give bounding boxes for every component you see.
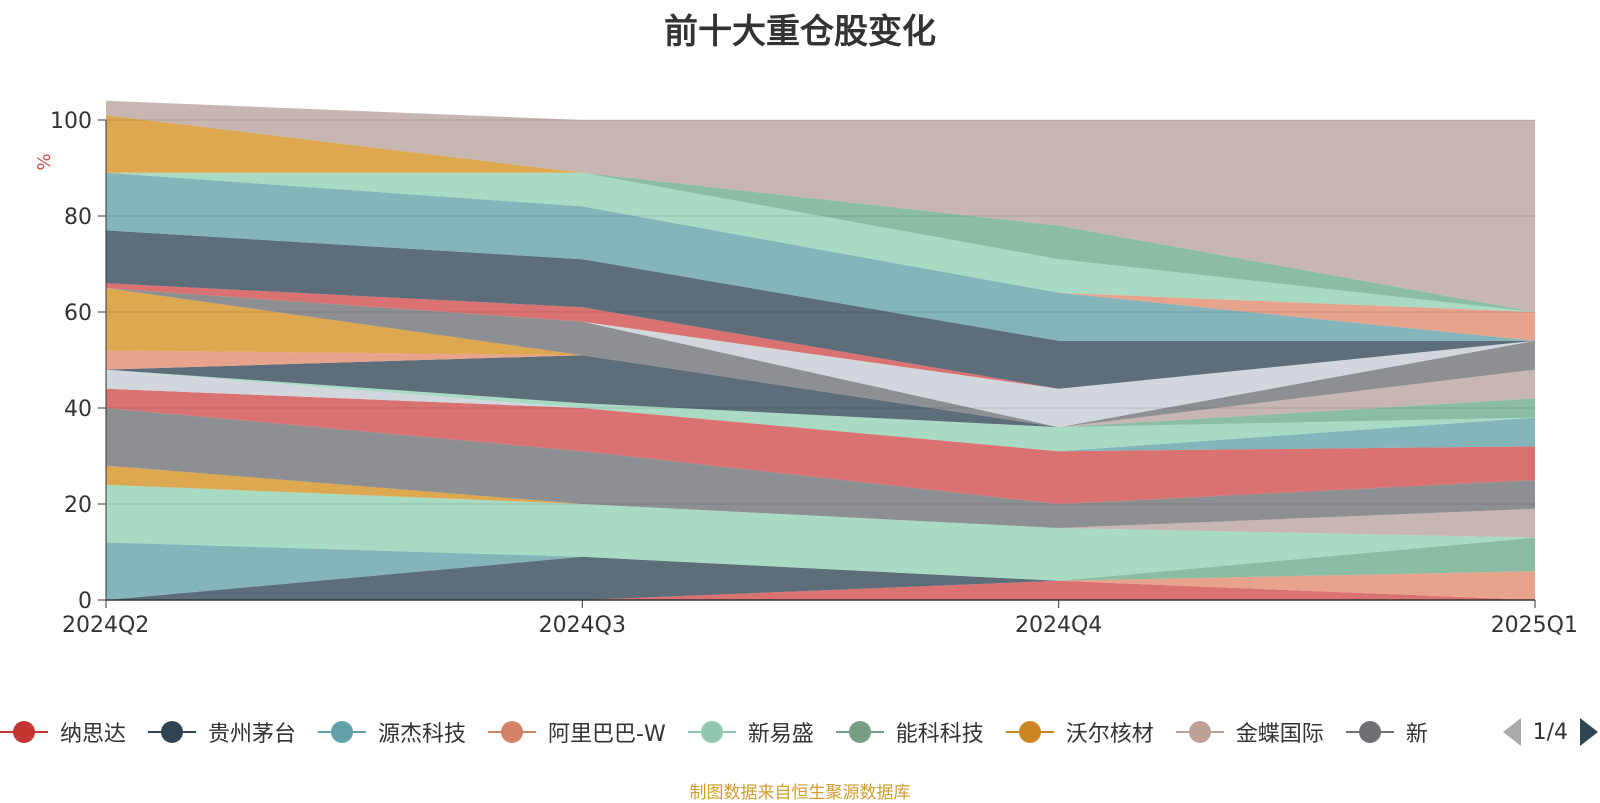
area-band-14 bbox=[106, 369, 1535, 428]
legend-page-indicator: 1/4 bbox=[1532, 719, 1568, 745]
area-band-25 bbox=[106, 172, 1535, 312]
area-band-2 bbox=[106, 556, 1535, 600]
area-band-17 bbox=[106, 350, 1535, 428]
legend-dot-icon bbox=[13, 721, 35, 743]
legend-item[interactable]: 新 bbox=[1345, 716, 1428, 748]
legend-dot-icon bbox=[700, 721, 723, 743]
legend-label: 阿里巴巴-W bbox=[548, 722, 666, 747]
legend-item[interactable]: 源杰科技 bbox=[318, 716, 466, 748]
legend-label: 新易盛 bbox=[747, 722, 814, 747]
legend-marker-icon bbox=[0, 720, 48, 744]
legend-marker-icon bbox=[1175, 720, 1224, 744]
area-band-13 bbox=[106, 369, 1535, 428]
area-band-1 bbox=[106, 571, 1535, 600]
legend-pager: 1/4 bbox=[1502, 712, 1600, 752]
area-band-24 bbox=[106, 172, 1535, 341]
area-band-23 bbox=[106, 172, 1535, 341]
legend-item[interactable]: 新易盛 bbox=[687, 716, 814, 748]
y-tick-label: 0 bbox=[78, 589, 92, 614]
stacked-area-chart: 0 20 40 60 80 100 2024Q2 2024Q3 2024Q4 2025Q1% bbox=[34, 100, 1578, 638]
y-axis-label: % bbox=[34, 153, 55, 170]
legend-dot-icon bbox=[501, 721, 524, 743]
x-tick-label: 2024Q2 bbox=[62, 613, 149, 638]
x-tick-label: 2025Q1 bbox=[1491, 613, 1578, 638]
area-band-21 bbox=[106, 283, 1535, 389]
legend-items: 纳思达 贵州茅台 源杰科技 阿里巴巴-W 新易盛 能科科技 沃尔核材 金蝶国际 新 bbox=[0, 712, 1480, 752]
legend-marker-icon bbox=[488, 720, 537, 744]
y-tick-label: 20 bbox=[64, 493, 92, 518]
legend-item[interactable]: 沃尔核材 bbox=[1005, 716, 1154, 748]
area-band-22 bbox=[106, 230, 1535, 389]
legend-label: 沃尔核材 bbox=[1065, 722, 1154, 747]
legend-next-page-icon[interactable] bbox=[1580, 718, 1598, 746]
legend-dot-icon bbox=[161, 721, 184, 743]
legend-item[interactable]: 阿里巴巴-W bbox=[488, 716, 666, 748]
data-source-note: 制图数据来自恒生聚源数据库 bbox=[689, 783, 911, 803]
area-band-4 bbox=[106, 537, 1535, 600]
area-band-26 bbox=[106, 115, 1535, 312]
x-tick-label: 2024Q4 bbox=[1015, 613, 1102, 638]
legend-label: 贵州茅台 bbox=[208, 722, 297, 747]
area-band-28 bbox=[106, 100, 1535, 312]
legend-prev-page-icon[interactable] bbox=[1502, 718, 1521, 746]
y-tick-label: 80 bbox=[64, 205, 92, 230]
legend-label: 金蝶国际 bbox=[1235, 722, 1324, 747]
y-tick-label: 60 bbox=[64, 301, 92, 326]
legend-marker-icon bbox=[318, 720, 367, 744]
area-band-0 bbox=[106, 580, 1535, 600]
legend-marker-icon bbox=[148, 720, 197, 744]
legend-dot-icon bbox=[331, 721, 354, 743]
legend-dot-icon bbox=[848, 721, 871, 743]
legend-marker-icon bbox=[1005, 720, 1054, 744]
legend-label: 能科科技 bbox=[895, 722, 984, 747]
legend-marker-icon bbox=[835, 720, 884, 744]
chart-title: 前十大重仓股变化 bbox=[664, 12, 936, 52]
legend-dot-icon bbox=[1358, 721, 1381, 743]
legend-label: 源杰科技 bbox=[378, 722, 467, 747]
area-band-15 bbox=[106, 355, 1535, 428]
area-band-5 bbox=[106, 484, 1535, 581]
legend-item[interactable]: 贵州茅台 bbox=[148, 716, 296, 748]
legend-dot-icon bbox=[1188, 721, 1211, 743]
area-band-3 bbox=[106, 537, 1535, 600]
area-band-20 bbox=[106, 288, 1535, 428]
legend-item[interactable]: 纳思达 bbox=[0, 716, 126, 748]
area-band-11 bbox=[106, 388, 1535, 452]
legend-item[interactable]: 金蝶国际 bbox=[1175, 716, 1324, 748]
legend-dot-icon bbox=[1018, 721, 1041, 743]
area-band-19 bbox=[106, 288, 1535, 428]
legend-marker-icon bbox=[687, 720, 736, 744]
area-band-8 bbox=[106, 408, 1535, 528]
x-tick-label: 2024Q3 bbox=[539, 613, 626, 638]
legend-label: 纳思达 bbox=[60, 722, 127, 747]
legend-item[interactable]: 能科科技 bbox=[835, 716, 984, 748]
area-band-10 bbox=[106, 388, 1535, 452]
legend-viewport: 纳思达 贵州茅台 源杰科技 阿里巴巴-W 新易盛 能科科技 沃尔核材 金蝶国际 新 bbox=[0, 712, 1480, 752]
y-tick-label: 100 bbox=[50, 109, 92, 134]
area-band-27 bbox=[106, 115, 1535, 312]
legend-label: 新 bbox=[1405, 722, 1428, 747]
area-band-9 bbox=[106, 388, 1535, 504]
area-layer bbox=[106, 100, 1535, 600]
y-tick-label: 40 bbox=[64, 397, 92, 422]
legend: 纳思达 贵州茅台 源杰科技 阿里巴巴-W 新易盛 能科科技 沃尔核材 金蝶国际 新 1/4 bbox=[0, 712, 1600, 752]
area-band-7 bbox=[106, 465, 1535, 538]
legend-marker-icon bbox=[1345, 720, 1394, 744]
